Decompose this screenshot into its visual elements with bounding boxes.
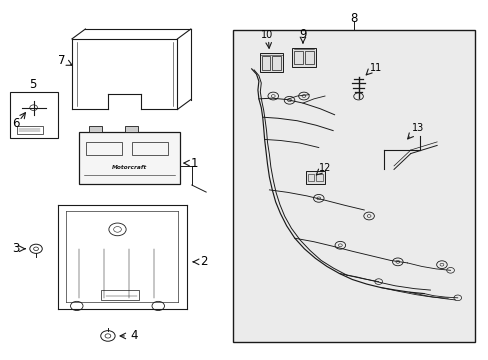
Bar xyxy=(132,142,167,156)
Bar xyxy=(86,142,122,156)
Bar xyxy=(307,174,314,181)
Bar xyxy=(124,126,138,132)
Bar xyxy=(259,53,282,72)
Bar xyxy=(305,51,313,64)
Text: 9: 9 xyxy=(299,28,306,41)
Text: Motorcraft: Motorcraft xyxy=(112,165,147,170)
Text: 3: 3 xyxy=(12,242,19,255)
Text: 2: 2 xyxy=(200,255,207,268)
Bar xyxy=(292,48,316,67)
Text: 1: 1 xyxy=(190,157,198,170)
Bar xyxy=(261,56,270,70)
Bar xyxy=(89,126,102,132)
Text: 8: 8 xyxy=(349,12,357,25)
Bar xyxy=(305,171,325,184)
Text: 7: 7 xyxy=(58,54,65,67)
Bar xyxy=(272,56,280,70)
Text: 13: 13 xyxy=(411,123,423,133)
Text: 6: 6 xyxy=(12,117,19,130)
Bar xyxy=(316,174,323,181)
Bar xyxy=(10,92,58,138)
Bar xyxy=(294,51,303,64)
Text: 12: 12 xyxy=(318,163,330,173)
Bar xyxy=(17,126,43,134)
Text: 11: 11 xyxy=(369,63,382,73)
Text: 5: 5 xyxy=(29,78,36,91)
Text: 10: 10 xyxy=(261,30,273,40)
Text: 4: 4 xyxy=(130,329,138,342)
Bar xyxy=(79,132,180,184)
Bar xyxy=(232,30,473,342)
Bar xyxy=(101,290,139,300)
